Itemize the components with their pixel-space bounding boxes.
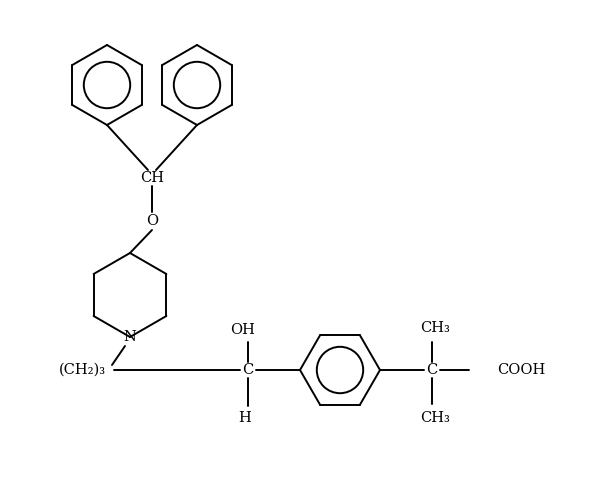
Text: (CH₂)₃: (CH₂)₃: [59, 363, 105, 377]
Text: CH₃: CH₃: [420, 411, 450, 425]
Text: H: H: [238, 411, 252, 425]
Text: O: O: [146, 214, 158, 228]
Text: COOH: COOH: [497, 363, 545, 377]
Text: N: N: [123, 330, 137, 344]
Text: C: C: [243, 363, 253, 377]
Text: OH: OH: [231, 323, 255, 337]
Text: CH: CH: [140, 171, 164, 185]
Text: CH₃: CH₃: [420, 321, 450, 335]
Text: C: C: [426, 363, 438, 377]
